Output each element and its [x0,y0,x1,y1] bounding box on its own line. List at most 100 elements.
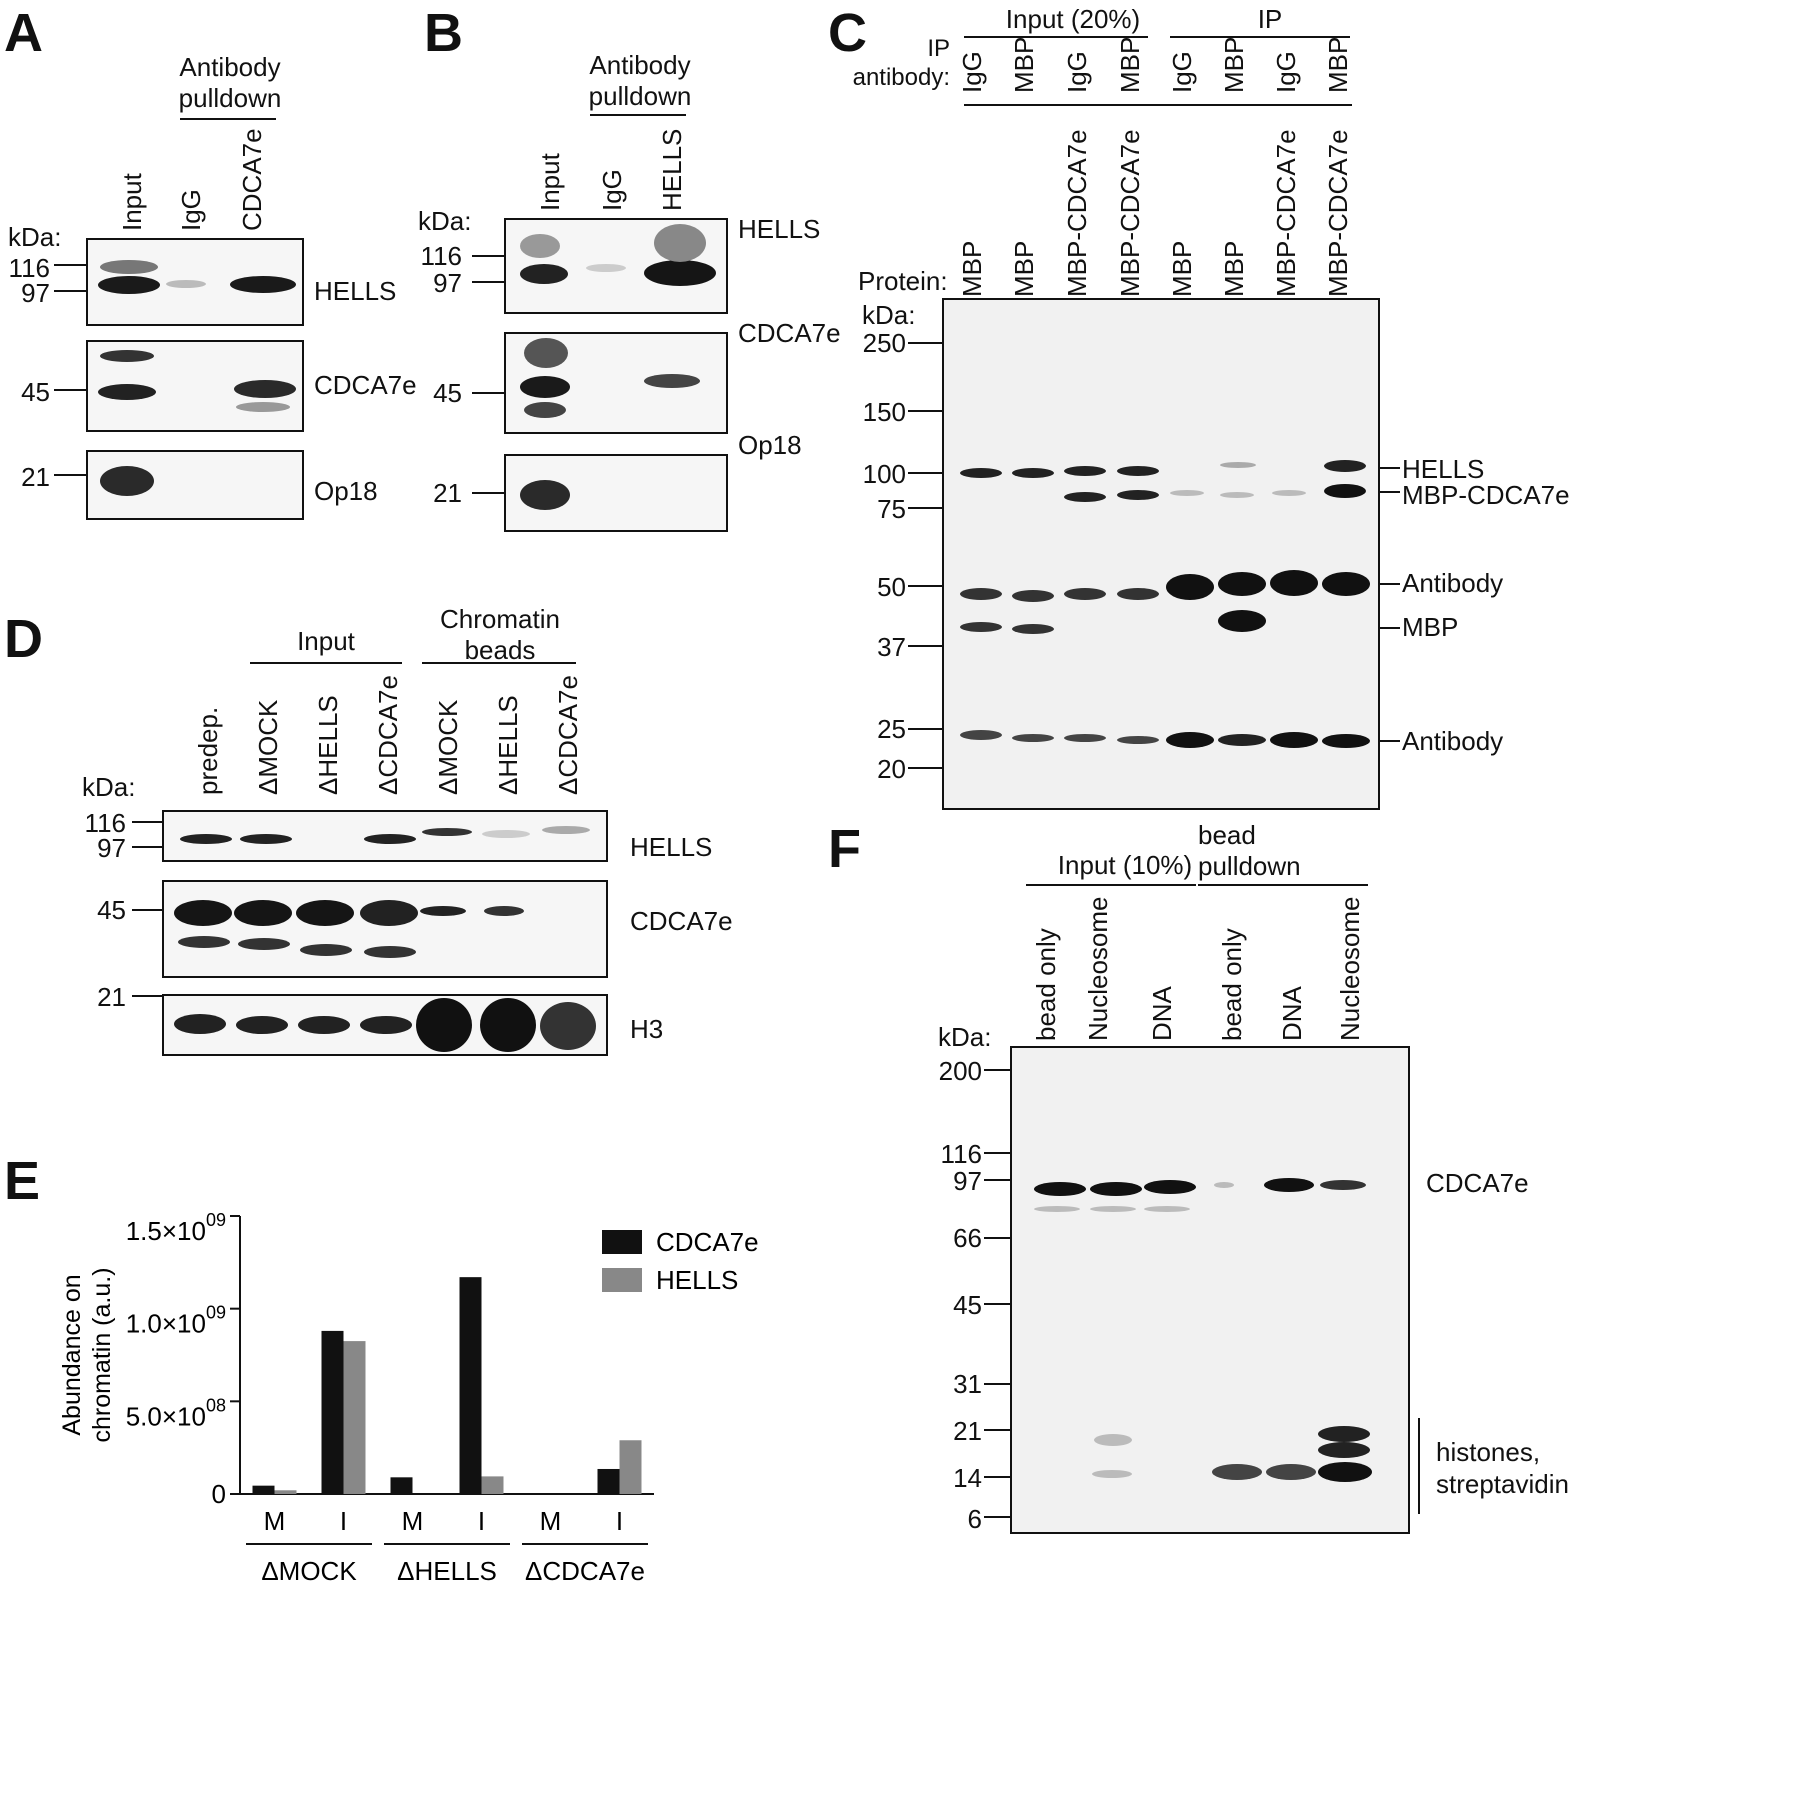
panel-d-marker-97: 97 [97,833,126,863]
panel-c-antibody-line [964,104,1352,106]
panel-f-marker-97: 97 [953,1166,982,1196]
y-tick-label: 1.0×1009 [126,1303,226,1339]
panel-f-marker-21: 21 [953,1416,982,1446]
panel-d-lane-2: ΔMOCK [253,699,283,795]
marker-tick [984,1179,1012,1181]
panel-d-lane-5: ΔMOCK [433,699,463,795]
y-axis-label-line: chromatin (a.u.) [88,1267,116,1442]
panel-f-marker-116: 116 [940,1139,982,1169]
y-axis-label-line: Abundance on [58,1274,86,1435]
panel-d-blot-cdca7e [162,880,608,978]
panel-c-ab-lane-2: MBP [1009,36,1039,93]
panel-c-protein-lane-6: MBP [1219,240,1249,297]
marker-tick [908,507,942,509]
bar-cdca7e [597,1468,620,1494]
panel-a-marker-45: 45 [21,377,50,407]
abundance-bar-chart: 0 5.0×1008 1.0×1009 1.5×1009 Abundance onchr… [58,1210,759,1586]
panel-d-group-beads-line [422,662,576,664]
marker-tick [54,264,86,266]
marker-tick [908,585,942,587]
y-tick-exponent: 08 [206,1395,226,1415]
marker-tick [132,995,162,997]
panel-c-group-input: Input (20%) [1005,4,1141,34]
panel-a-marker-21: 21 [21,462,50,492]
panel-a-marker-97: 97 [21,278,50,308]
bar-hells [274,1490,297,1494]
panel-c-protein-lane-2: MBP [1009,240,1039,297]
panel-c-ab-lane-4: MBP [1115,36,1145,93]
band-pointer [1380,467,1400,469]
panel-f-lane-2: Nucleosome [1083,896,1113,1041]
y-axis-label: Abundance onchromatin (a.u.) [58,1267,116,1442]
panel-d-kda-label: kDa: [82,772,136,802]
panel-f-group-pulldown-line [1198,884,1368,886]
panel-a-kda-label: kDa: [8,222,62,252]
x-tick-label: M [402,1506,424,1536]
bar-hells [619,1440,642,1494]
panel-b-blot-cdca7e [504,332,728,434]
panel-c-marker-37: 37 [877,632,906,662]
chart-legend: CDCA7e HELLS [602,1227,759,1295]
x-tick-label: M [264,1506,286,1536]
bar-cdca7e [252,1485,275,1494]
panel-b-blot-hells [504,218,728,314]
panel-c-band-mbp-cdca7e: MBP-CDCA7e [1402,480,1570,510]
marker-tick [984,1237,1012,1239]
marker-tick [908,728,942,730]
panel-letter-f: F [828,819,861,879]
y-tick-label: 5.0×1008 [126,1395,226,1431]
panel-d-marker-116: 116 [84,808,126,838]
panel-f-marker-45: 45 [953,1290,982,1320]
marker-tick [984,1429,1012,1431]
panel-f-lane-5: DNA [1277,986,1307,1041]
bar-cdca7e [459,1277,482,1494]
panel-c-group-input-line [964,36,1148,38]
panel-c-band-antibody-heavy: Antibody [1402,568,1504,598]
marker-tick [54,474,86,476]
panel-d-marker-45: 45 [97,895,126,925]
panel-b-header-line [590,114,686,116]
panel-c-gel [942,298,1380,810]
bar-cdca7e [390,1477,413,1494]
panel-c-marker-100: 100 [862,459,906,489]
panel-c-marker-75: 75 [877,494,906,524]
marker-tick [472,492,504,494]
y-tick-exponent: 09 [206,1303,226,1323]
panel-f-band-histones: histones, streptavidin [1436,1437,1569,1499]
panel-c-band-hells: HELLS [1402,454,1485,484]
band-pointer [1380,740,1400,742]
marker-tick [54,290,86,292]
chart-bars [252,1277,642,1494]
marker-tick [132,821,162,823]
panel-d-marker-21: 21 [97,982,126,1012]
panel-b-lane-input: Input [535,153,565,211]
panel-a-lane-igg: IgG [176,189,206,231]
panel-f-lane-6: Nucleosome [1335,896,1365,1041]
panel-b-marker-116: 116 [420,241,462,271]
panel-a-lane-cdca7e: CDCA7e [237,128,267,231]
panel-d-group-input: Input [297,626,355,656]
legend-swatch-cdca7e [602,1230,642,1254]
marker-tick [472,255,504,257]
chart-labels: 0 5.0×1008 1.0×1009 1.5×1009 Abundance onchr… [58,1210,645,1586]
panel-f-marker-6: 6 [967,1504,982,1534]
panel-f-lane-1: bead only [1031,928,1061,1041]
panel-f-gel [1010,1046,1410,1534]
marker-tick [908,472,942,474]
x-tick-label: M [540,1506,562,1536]
panel-a-marker-116: 116 [8,253,50,283]
panel-a-row-cdca7e: CDCA7e [314,370,417,400]
band-pointer [1380,627,1400,629]
panel-c-protein-lane-1: MBP [957,240,987,297]
panel-c-group-ip: IP [1257,4,1283,34]
bar-cdca7e [321,1330,344,1494]
panel-f-marker-66: 66 [953,1223,982,1253]
panel-f-group-input: Input (10%) [1057,850,1193,880]
panel-d-row-h3: H3 [630,1014,664,1044]
panel-c-marker-20: 20 [877,754,906,784]
y-tick-label: 0 [212,1479,226,1509]
marker-tick [132,846,162,848]
panel-c-ab-lane-3: IgG [1062,51,1092,93]
panel-f-marker-200: 200 [938,1056,982,1086]
panel-letter-c: C [828,3,867,63]
